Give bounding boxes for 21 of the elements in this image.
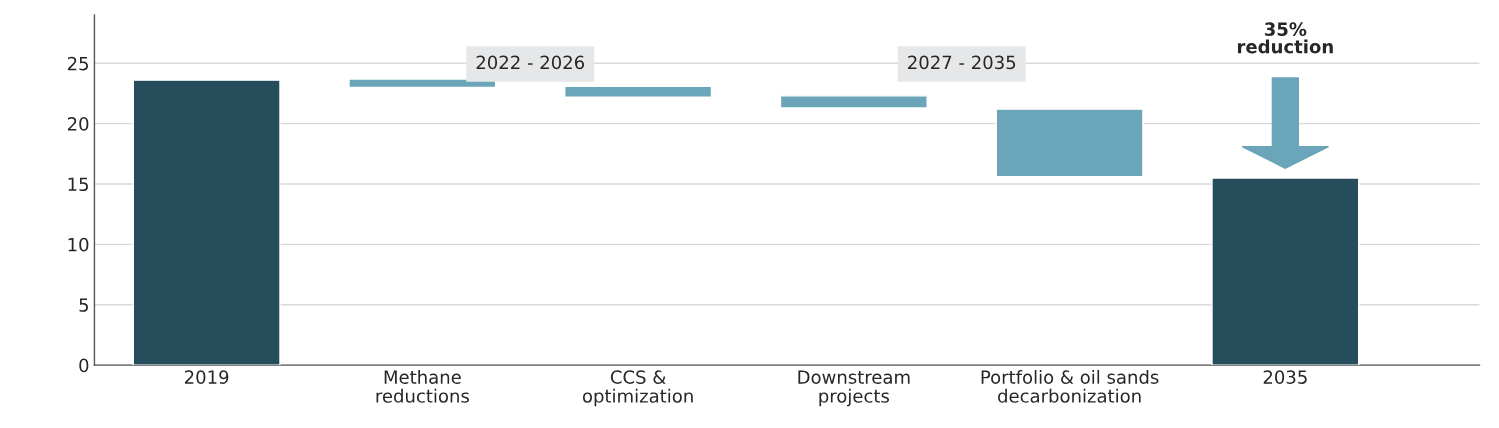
- bar: [564, 85, 713, 98]
- x-tick-label: CCS & optimization: [582, 370, 693, 407]
- bar: [779, 95, 928, 109]
- x-tick-label: 2035: [1263, 370, 1307, 384]
- y-tick-label: 5: [79, 298, 88, 312]
- x-tick-label: Methane reductions: [376, 369, 469, 403]
- annotation: 35% reduction: [1238, 22, 1333, 54]
- y-tick-label: 25: [67, 56, 88, 71]
- x-tick-label: Portfolio & oil sands decarbonization: [981, 369, 1159, 403]
- bar: [132, 79, 281, 366]
- annotation: 2027 - 2035: [908, 55, 1016, 70]
- y-tick-label: 10: [68, 237, 89, 252]
- y-tick-label: 0: [79, 358, 89, 373]
- y-tick-label: 15: [68, 177, 88, 192]
- bar: [1211, 177, 1360, 366]
- y-tick-label: 20: [67, 117, 89, 131]
- bar: [348, 78, 497, 89]
- bar: [995, 108, 1144, 178]
- annotation: 2022 - 2026: [476, 55, 585, 70]
- x-tick-label: Downstream projects: [798, 370, 910, 407]
- x-tick-label: 2019: [184, 370, 229, 384]
